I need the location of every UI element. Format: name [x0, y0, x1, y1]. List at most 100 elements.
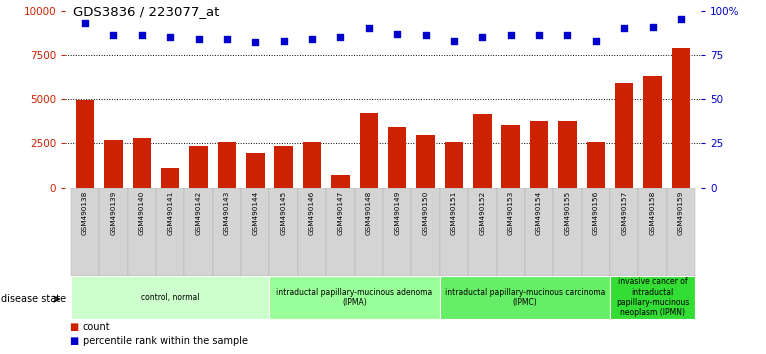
- Text: GSM490152: GSM490152: [480, 190, 486, 235]
- Point: [277, 38, 290, 44]
- Bar: [185, 188, 213, 276]
- Bar: [331, 175, 349, 188]
- Text: ■: ■: [69, 322, 78, 332]
- Point: [476, 34, 489, 40]
- Point: [420, 33, 432, 38]
- Point: [79, 20, 91, 26]
- Bar: [128, 188, 156, 276]
- Text: invasive cancer of
intraductal
papillary-mucinous
neoplasm (IPMN): invasive cancer of intraductal papillary…: [616, 277, 689, 318]
- Bar: [445, 143, 463, 188]
- Bar: [440, 276, 610, 319]
- Bar: [581, 188, 610, 276]
- Bar: [587, 143, 605, 188]
- Bar: [610, 276, 696, 319]
- Point: [618, 25, 630, 31]
- Text: GSM490159: GSM490159: [678, 190, 684, 235]
- Text: GSM490149: GSM490149: [394, 190, 400, 235]
- Point: [590, 38, 602, 44]
- Bar: [558, 121, 577, 188]
- Bar: [383, 188, 411, 276]
- Bar: [417, 135, 435, 188]
- Bar: [161, 168, 179, 188]
- Text: GSM490142: GSM490142: [195, 190, 201, 235]
- Text: GSM490148: GSM490148: [366, 190, 372, 235]
- Text: intraductal papillary-mucinous adenoma
(IPMA): intraductal papillary-mucinous adenoma (…: [277, 288, 433, 307]
- Bar: [213, 188, 241, 276]
- Text: GSM490153: GSM490153: [508, 190, 514, 235]
- Text: GSM490150: GSM490150: [423, 190, 428, 235]
- Bar: [502, 125, 520, 188]
- Point: [561, 33, 574, 38]
- Text: GSM490140: GSM490140: [139, 190, 145, 235]
- Bar: [298, 188, 326, 276]
- Text: GSM490155: GSM490155: [565, 190, 571, 235]
- Bar: [76, 100, 94, 188]
- Bar: [270, 188, 298, 276]
- Point: [448, 38, 460, 44]
- Text: GSM490145: GSM490145: [280, 190, 286, 235]
- Text: percentile rank within the sample: percentile rank within the sample: [83, 336, 247, 346]
- Text: GSM490146: GSM490146: [309, 190, 315, 235]
- Text: GSM490151: GSM490151: [451, 190, 457, 235]
- Bar: [99, 188, 128, 276]
- Point: [192, 36, 205, 42]
- Text: disease state: disease state: [1, 294, 66, 304]
- Bar: [667, 188, 696, 276]
- Bar: [468, 188, 496, 276]
- Point: [675, 17, 687, 22]
- Point: [505, 33, 517, 38]
- Bar: [359, 113, 378, 188]
- Text: count: count: [83, 322, 110, 332]
- Bar: [104, 140, 123, 188]
- Bar: [133, 138, 151, 188]
- Point: [647, 24, 659, 29]
- Bar: [643, 76, 662, 188]
- Point: [362, 25, 375, 31]
- Text: GSM490158: GSM490158: [650, 190, 656, 235]
- Text: GSM490144: GSM490144: [252, 190, 258, 235]
- Bar: [553, 188, 581, 276]
- Bar: [270, 276, 440, 319]
- Bar: [355, 188, 383, 276]
- Bar: [218, 143, 236, 188]
- Text: GSM490141: GSM490141: [167, 190, 173, 235]
- Bar: [672, 48, 690, 188]
- Text: control, normal: control, normal: [141, 293, 199, 302]
- Text: GSM490143: GSM490143: [224, 190, 230, 235]
- Bar: [70, 188, 99, 276]
- Text: intraductal papillary-mucinous carcinoma
(IPMC): intraductal papillary-mucinous carcinoma…: [445, 288, 605, 307]
- Bar: [525, 188, 553, 276]
- Point: [306, 36, 318, 42]
- Bar: [156, 188, 185, 276]
- Bar: [473, 114, 492, 188]
- Point: [334, 34, 346, 40]
- Point: [221, 36, 233, 42]
- Text: GSM490157: GSM490157: [621, 190, 627, 235]
- Text: ■: ■: [69, 336, 78, 346]
- Bar: [440, 188, 468, 276]
- Point: [136, 33, 148, 38]
- Bar: [70, 276, 270, 319]
- Bar: [274, 146, 293, 188]
- Bar: [615, 83, 633, 188]
- Point: [391, 31, 404, 36]
- Point: [249, 40, 261, 45]
- Text: GDS3836 / 223077_at: GDS3836 / 223077_at: [73, 5, 219, 18]
- Point: [533, 33, 545, 38]
- Bar: [638, 188, 667, 276]
- Bar: [388, 127, 407, 188]
- Bar: [241, 188, 270, 276]
- Bar: [189, 146, 208, 188]
- Bar: [326, 188, 355, 276]
- Bar: [411, 188, 440, 276]
- Bar: [303, 142, 321, 188]
- Bar: [530, 121, 548, 188]
- Bar: [246, 153, 264, 188]
- Text: GSM490138: GSM490138: [82, 190, 88, 235]
- Text: GSM490147: GSM490147: [338, 190, 343, 235]
- Point: [107, 33, 119, 38]
- Bar: [610, 188, 638, 276]
- Bar: [496, 188, 525, 276]
- Point: [164, 34, 176, 40]
- Text: GSM490139: GSM490139: [110, 190, 116, 235]
